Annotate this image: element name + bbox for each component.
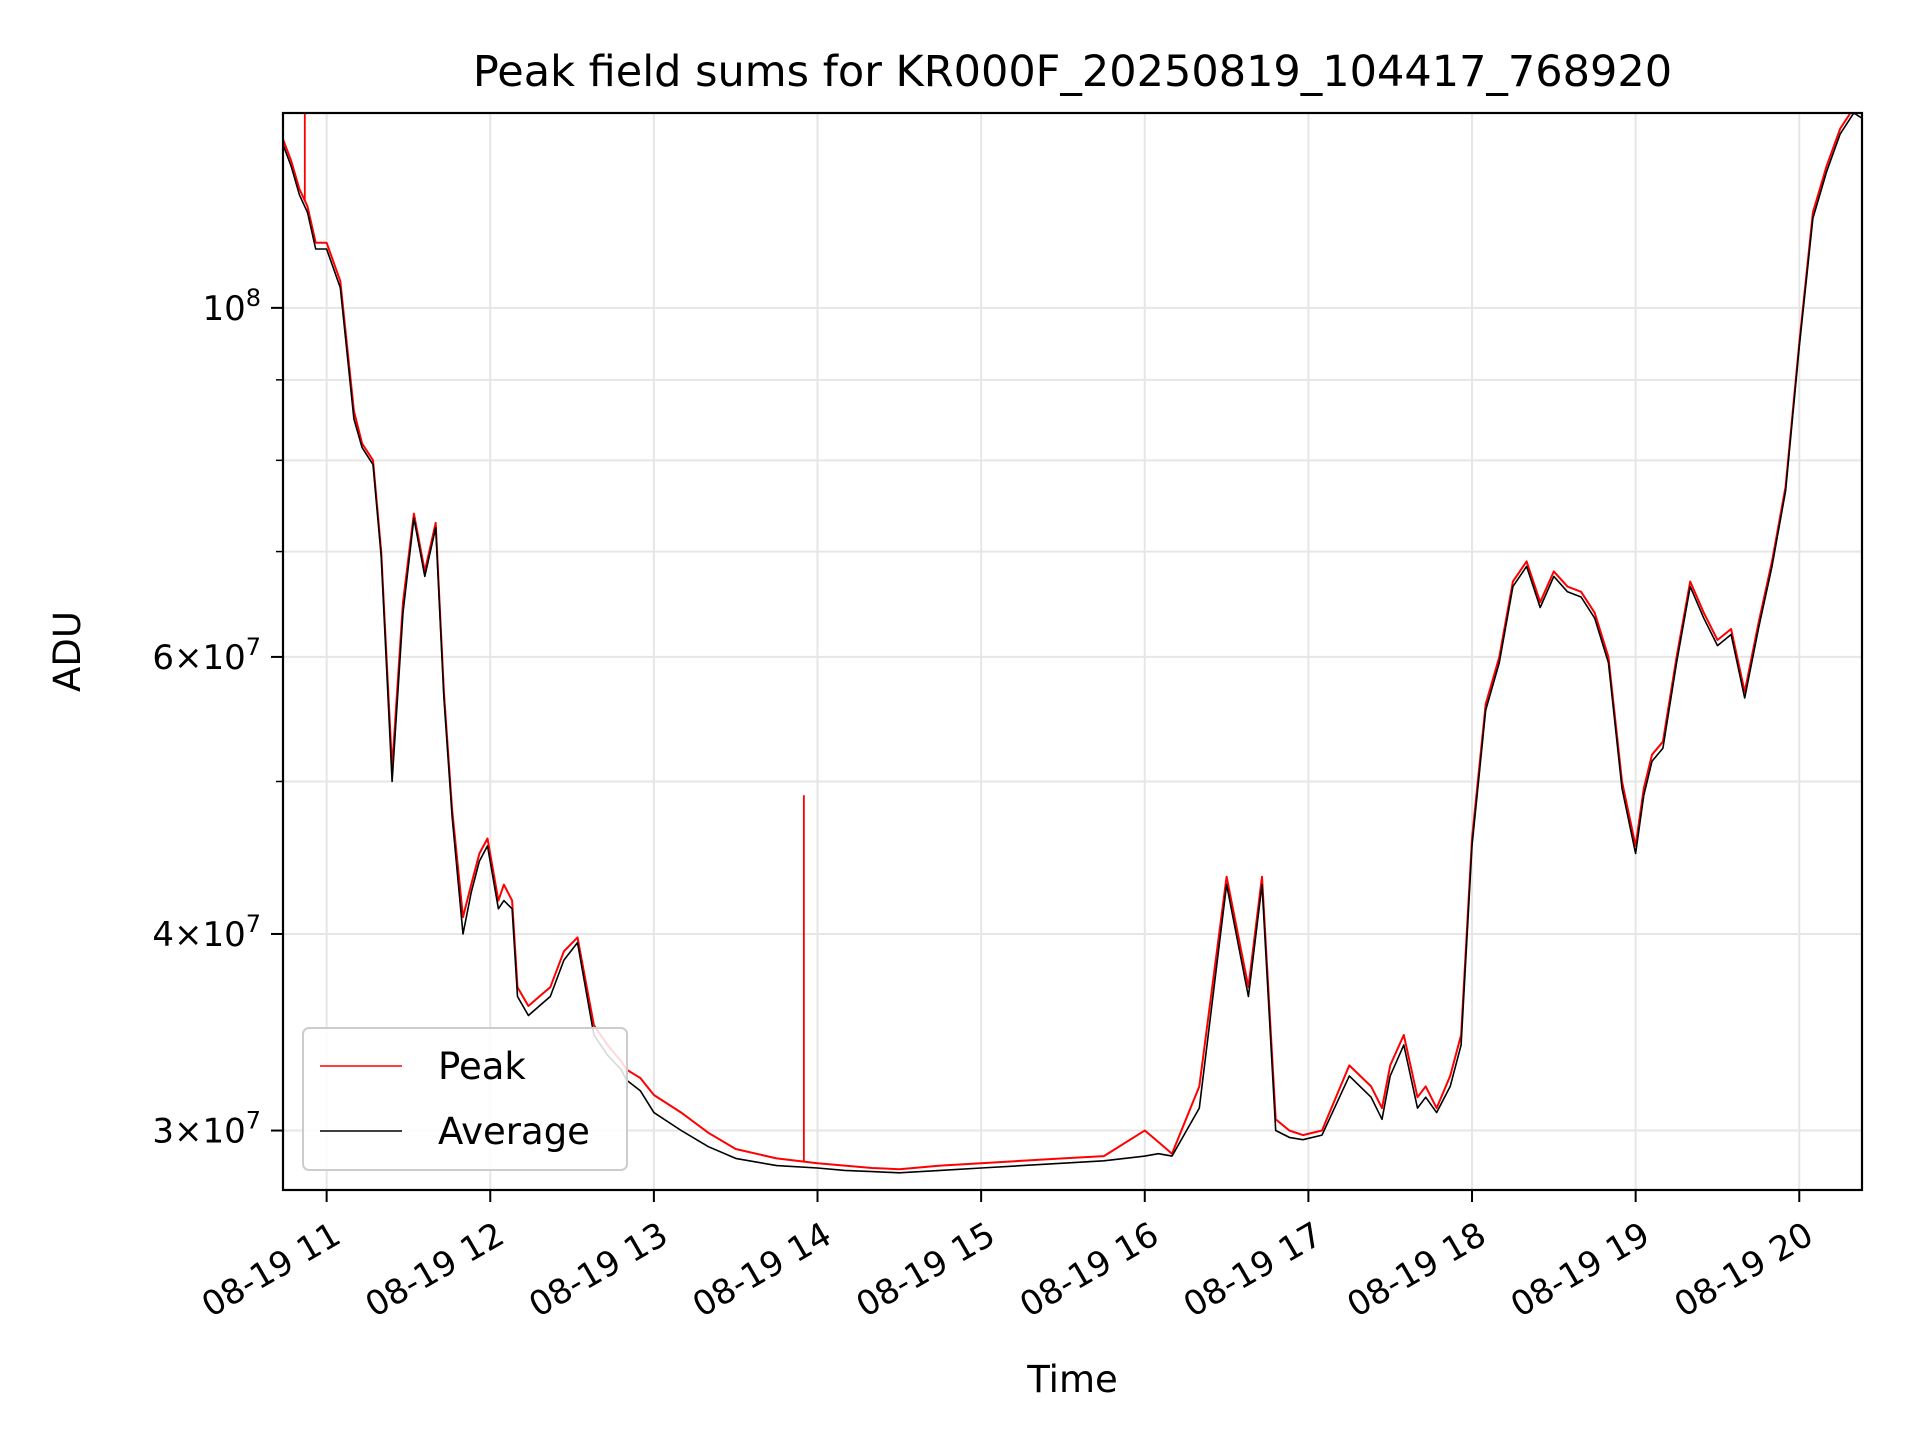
y-tick-label: 3×107 (152, 1107, 261, 1152)
y-tick-label: 4×107 (152, 910, 261, 955)
series-line-average (283, 113, 1862, 1174)
x-axis-label: Time (1026, 1358, 1118, 1401)
y-tick-label: 6×107 (152, 633, 261, 678)
legend: Peak Average (302, 1027, 628, 1171)
legend-label-average: Average (438, 1110, 590, 1153)
plot-frame (281, 111, 1864, 1192)
series-layer (283, 113, 1862, 1174)
y-tick-label: 108 (202, 284, 261, 329)
y-axis-label: ADU (46, 611, 89, 692)
legend-box (302, 1027, 628, 1171)
chart-title: Peak field sums for KR000F_20250819_1044… (473, 47, 1672, 97)
legend-label-peak: Peak (438, 1045, 526, 1088)
y-axis: 3×107 4×107 6×107 108 (152, 284, 283, 1152)
grid (283, 113, 1862, 1190)
